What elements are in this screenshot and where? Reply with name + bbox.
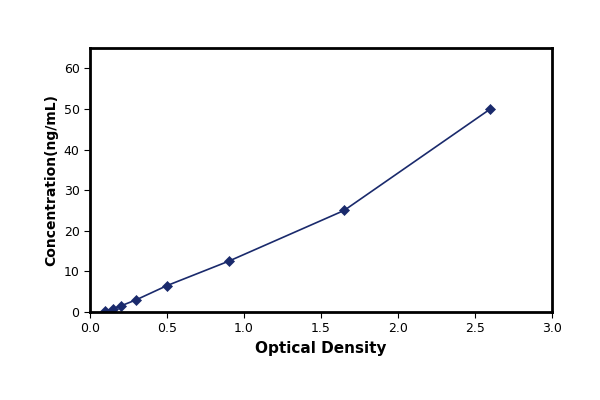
X-axis label: Optical Density: Optical Density: [255, 341, 387, 356]
Y-axis label: Concentration(ng/mL): Concentration(ng/mL): [44, 94, 58, 266]
